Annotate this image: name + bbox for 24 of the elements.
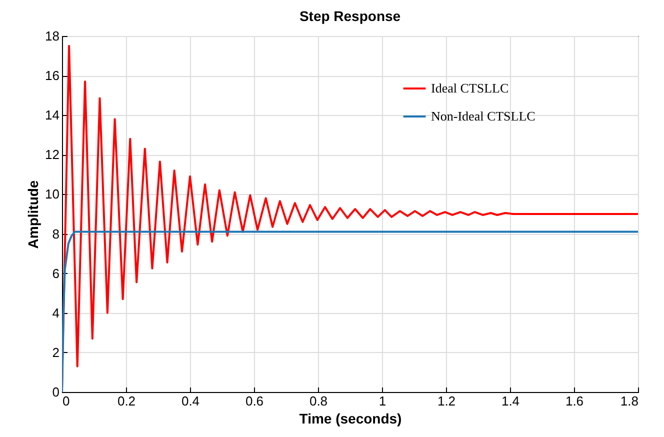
y-tick-label: 8 <box>52 226 60 242</box>
x-tick-label: 1.4 <box>501 394 520 408</box>
x-tick-label: 1 <box>378 394 386 408</box>
y-axis-title: Amplitude <box>25 180 42 249</box>
x-tick-label: 0.6 <box>245 394 264 408</box>
y-tick-label: 4 <box>52 305 60 320</box>
y-tick-label: 12 <box>45 147 60 162</box>
x-tick-label: 1.6 <box>565 394 584 408</box>
x-tick-label: 0.4 <box>181 394 200 408</box>
x-tick-label: 0.2 <box>117 394 136 408</box>
y-tick-label: 16 <box>45 68 60 84</box>
legend-label: Ideal CTSLLC <box>431 80 509 96</box>
x-tick-label: 1.8 <box>620 394 638 408</box>
y-tick-label: 2 <box>52 344 60 360</box>
y-tick-label: 10 <box>45 186 60 202</box>
chart-title: Step Response <box>299 8 401 24</box>
x-axis-title: Time (seconds) <box>299 410 402 426</box>
y-tick-label: 18 <box>45 28 60 44</box>
x-tick-label: 0 <box>62 394 70 408</box>
x-tick-label: 1.2 <box>437 394 456 408</box>
x-tick-label: 0.8 <box>309 394 328 408</box>
y-tick-label: 6 <box>52 266 60 281</box>
y-tick-label: 14 <box>45 108 60 123</box>
legend-label: Non-Ideal CTSLLC <box>431 108 536 124</box>
